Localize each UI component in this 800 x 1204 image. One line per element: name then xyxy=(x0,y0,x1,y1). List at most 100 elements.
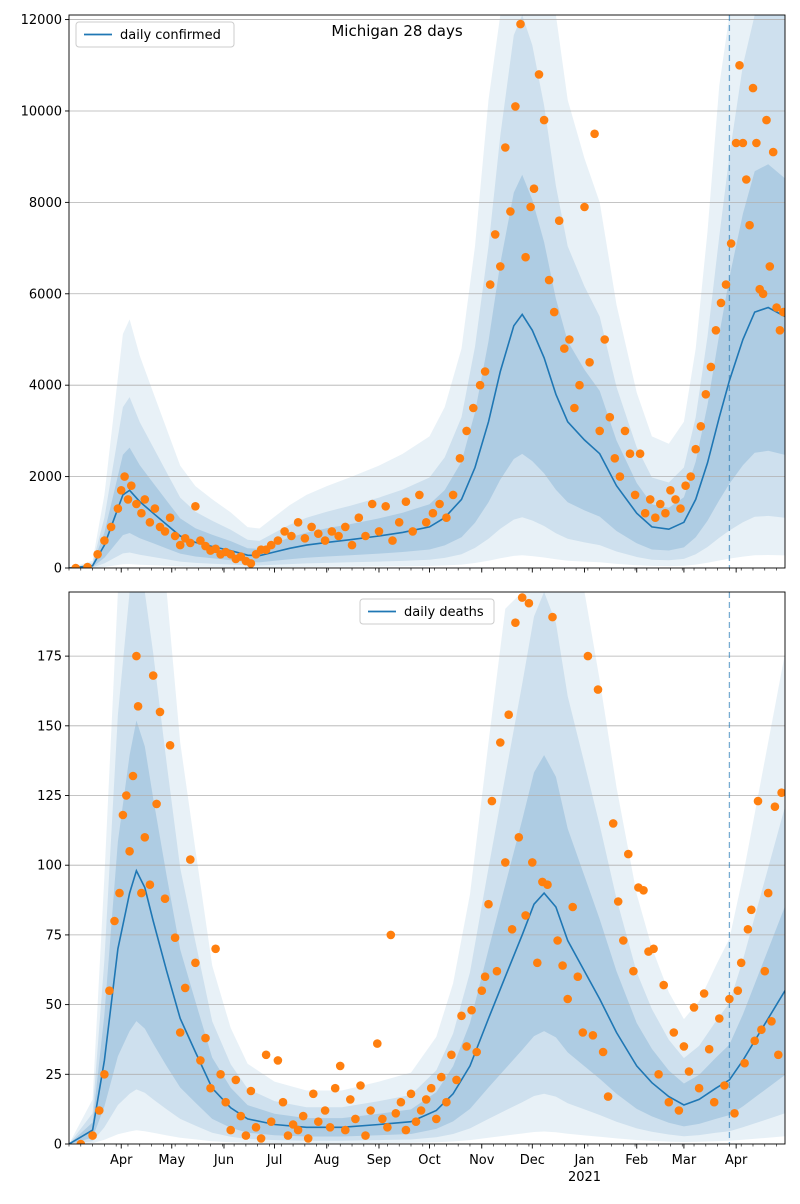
data-point xyxy=(528,858,537,867)
data-point xyxy=(152,799,161,809)
data-point xyxy=(779,307,785,317)
data-point xyxy=(165,741,175,750)
data-point xyxy=(554,216,564,225)
data-point xyxy=(777,788,785,797)
data-point xyxy=(298,1111,308,1121)
data-point xyxy=(613,897,623,906)
data-point xyxy=(487,796,497,806)
data-point xyxy=(455,454,465,463)
data-point xyxy=(346,1095,355,1104)
data-point xyxy=(191,502,200,511)
legend-box xyxy=(75,21,235,48)
y-tick-label: 8000 xyxy=(29,196,62,211)
data-point xyxy=(320,1106,330,1115)
data-point xyxy=(706,362,716,372)
data-point xyxy=(533,958,542,968)
data-point xyxy=(743,925,753,934)
y-tick-label: 75 xyxy=(45,928,62,943)
data-point xyxy=(480,367,490,376)
data-point xyxy=(137,888,146,898)
data-point xyxy=(593,685,603,694)
plot-area xyxy=(69,15,785,568)
data-point xyxy=(388,536,397,545)
uncertainty-band-2 xyxy=(69,15,785,568)
data-point xyxy=(731,138,741,148)
x-tick-label: Apr xyxy=(725,1153,748,1168)
data-point xyxy=(113,504,123,513)
data-point xyxy=(145,880,155,889)
data-point xyxy=(720,1081,729,1090)
data-point xyxy=(573,972,583,981)
data-point xyxy=(307,522,316,532)
data-point xyxy=(736,958,746,968)
data-point xyxy=(160,527,170,536)
data-point xyxy=(457,1011,466,1021)
data-point xyxy=(361,1131,370,1140)
data-point xyxy=(137,508,146,518)
data-point xyxy=(118,810,128,820)
data-point xyxy=(100,536,109,545)
data-point xyxy=(437,1072,446,1082)
data-point xyxy=(211,944,220,954)
data-point xyxy=(261,1050,271,1060)
data-point xyxy=(492,966,502,976)
y-tick-label: 10000 xyxy=(21,104,62,119)
axes-frame xyxy=(68,591,786,1145)
data-point xyxy=(186,855,195,864)
data-point xyxy=(763,888,773,898)
data-point xyxy=(356,1081,365,1090)
data-point xyxy=(671,495,680,504)
data-point xyxy=(381,502,391,511)
data-point xyxy=(201,1033,210,1043)
data-point xyxy=(725,994,734,1004)
data-point xyxy=(140,495,150,504)
data-point xyxy=(300,534,310,543)
data-point xyxy=(558,961,567,970)
data-point xyxy=(287,531,296,541)
x-tick-label: Jan xyxy=(573,1153,594,1168)
data-point xyxy=(266,1117,276,1126)
data-point xyxy=(428,508,438,518)
data-point xyxy=(241,1131,251,1140)
data-point xyxy=(115,888,124,898)
data-point xyxy=(191,958,200,968)
x-year-label: 2021 xyxy=(568,1170,601,1185)
data-point xyxy=(649,944,658,954)
data-point xyxy=(588,1031,598,1040)
data-point xyxy=(122,791,131,800)
data-point xyxy=(630,490,640,500)
data-point xyxy=(401,1125,411,1135)
data-point xyxy=(170,531,180,541)
data-point xyxy=(565,335,574,344)
data-point xyxy=(504,710,513,719)
data-point xyxy=(549,307,559,317)
data-point xyxy=(485,280,495,289)
data-point xyxy=(598,1047,608,1057)
data-point xyxy=(216,1070,225,1079)
data-point xyxy=(155,707,165,717)
data-point xyxy=(748,83,758,93)
data-point xyxy=(539,115,549,125)
data-point xyxy=(226,1125,235,1135)
data-point xyxy=(378,1114,387,1124)
data-point xyxy=(659,980,668,990)
data-point xyxy=(681,481,690,491)
data-point xyxy=(127,481,136,491)
data-point xyxy=(391,1109,401,1118)
data-point xyxy=(341,522,350,532)
data-point xyxy=(283,1131,293,1140)
data-point xyxy=(516,19,525,29)
data-point xyxy=(76,1139,86,1144)
y-tick-label: 4000 xyxy=(29,379,62,394)
data-point xyxy=(753,796,763,806)
data-point xyxy=(496,738,505,747)
data-point xyxy=(88,1131,97,1140)
data-point xyxy=(694,1083,704,1093)
data-point xyxy=(347,540,357,550)
y-tick-label: 0 xyxy=(54,562,62,577)
data-point xyxy=(521,252,530,262)
data-point xyxy=(600,335,609,344)
data-point xyxy=(775,326,785,335)
data-point xyxy=(106,522,116,532)
